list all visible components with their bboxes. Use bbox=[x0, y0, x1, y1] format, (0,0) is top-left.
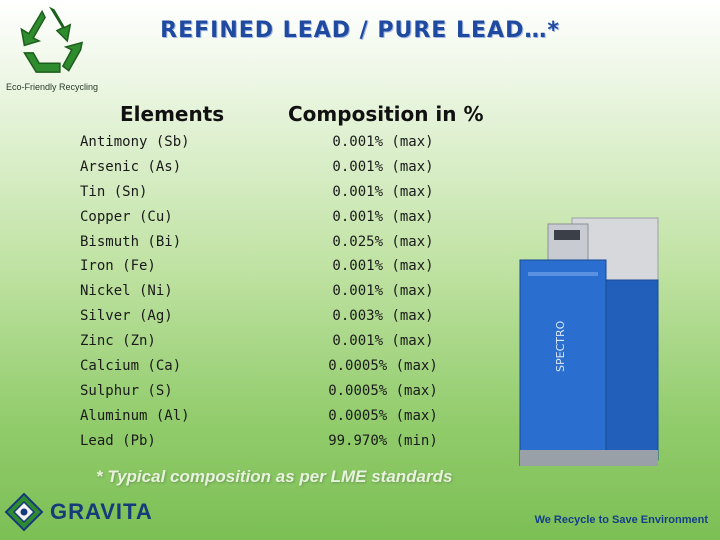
table-row: Aluminum (Al) 0.0005% (max) bbox=[80, 404, 480, 429]
composition-value: 0.001% (max) bbox=[332, 158, 434, 175]
element-name: Aluminum (Al) bbox=[80, 407, 190, 424]
recycle-icon bbox=[20, 6, 84, 73]
spectrometer-image: SPECTRO bbox=[519, 217, 659, 466]
table-row: Nickel (Ni) 0.001% (max) bbox=[80, 279, 480, 304]
element-name: Zinc (Zn) bbox=[80, 333, 156, 350]
element-name: Sulphur (S) bbox=[80, 382, 173, 399]
composition-value: 0.0005% (max) bbox=[328, 407, 438, 424]
table-row: Zinc (Zn) 0.001% (max) bbox=[80, 329, 480, 354]
composition-table: Antimony (Sb) 0.001% (max) Arsenic (As) 0.0… bbox=[80, 130, 480, 454]
header-elements: Elements bbox=[120, 102, 225, 126]
header-composition: Composition in % bbox=[288, 102, 484, 126]
table-row: Sulphur (S) 0.0005% (max) bbox=[80, 379, 480, 404]
table-row: Calcium (Ca) 0.0005% (max) bbox=[80, 354, 480, 379]
gravita-logo-icon bbox=[4, 492, 44, 532]
element-name: Iron (Fe) bbox=[80, 258, 156, 275]
brand-name: GRAVITA bbox=[50, 499, 153, 524]
composition-value: 0.001% (max) bbox=[332, 283, 434, 300]
composition-value: 0.001% (max) bbox=[332, 183, 434, 200]
element-name: Arsenic (As) bbox=[80, 158, 182, 175]
table-row: Lead (Pb) 99.970% (min) bbox=[80, 429, 480, 454]
brand-logo: GRAVITA bbox=[4, 492, 153, 532]
composition-value: 0.001% (max) bbox=[332, 258, 434, 275]
element-name: Copper (Cu) bbox=[80, 208, 173, 225]
element-name: Bismuth (Bi) bbox=[80, 233, 182, 250]
eco-label: Eco-Friendly Recycling bbox=[6, 82, 99, 92]
tagline: We Recycle to Save Environment bbox=[534, 514, 708, 526]
composition-value: 0.001% (max) bbox=[332, 208, 434, 225]
element-name: Antimony (Sb) bbox=[80, 134, 190, 150]
machine-label: SPECTRO bbox=[554, 320, 567, 372]
table-row: Tin (Sn) 0.001% (max) bbox=[80, 180, 480, 205]
element-name: Lead (Pb) bbox=[80, 432, 156, 449]
composition-value: 99.970% (min) bbox=[328, 432, 438, 449]
element-name: Nickel (Ni) bbox=[80, 283, 173, 300]
composition-value: 0.001% (max) bbox=[332, 333, 434, 350]
element-name: Tin (Sn) bbox=[80, 183, 148, 200]
composition-value: 0.003% (max) bbox=[332, 308, 434, 325]
footnote: * Typical composition as per LME standar… bbox=[96, 467, 453, 486]
table-row: Iron (Fe) 0.001% (max) bbox=[80, 254, 480, 279]
table-row: Arsenic (As) 0.001% (max) bbox=[80, 155, 480, 180]
composition-value: 0.025% (max) bbox=[332, 233, 434, 250]
page-title: REFINED LEAD / PURE LEAD…* bbox=[160, 18, 560, 43]
table-row: Antimony (Sb) 0.001% (max) bbox=[80, 130, 480, 155]
composition-value: 0.001% (max) bbox=[332, 134, 434, 150]
composition-value: 0.0005% (max) bbox=[328, 358, 438, 375]
table-row: Copper (Cu) 0.001% (max) bbox=[80, 205, 480, 230]
element-name: Silver (Ag) bbox=[80, 308, 173, 325]
composition-value: 0.0005% (max) bbox=[328, 382, 438, 399]
element-name: Calcium (Ca) bbox=[80, 358, 182, 375]
table-row: Bismuth (Bi) 0.025% (max) bbox=[80, 230, 480, 255]
table-row: Silver (Ag) 0.003% (max) bbox=[80, 304, 480, 329]
